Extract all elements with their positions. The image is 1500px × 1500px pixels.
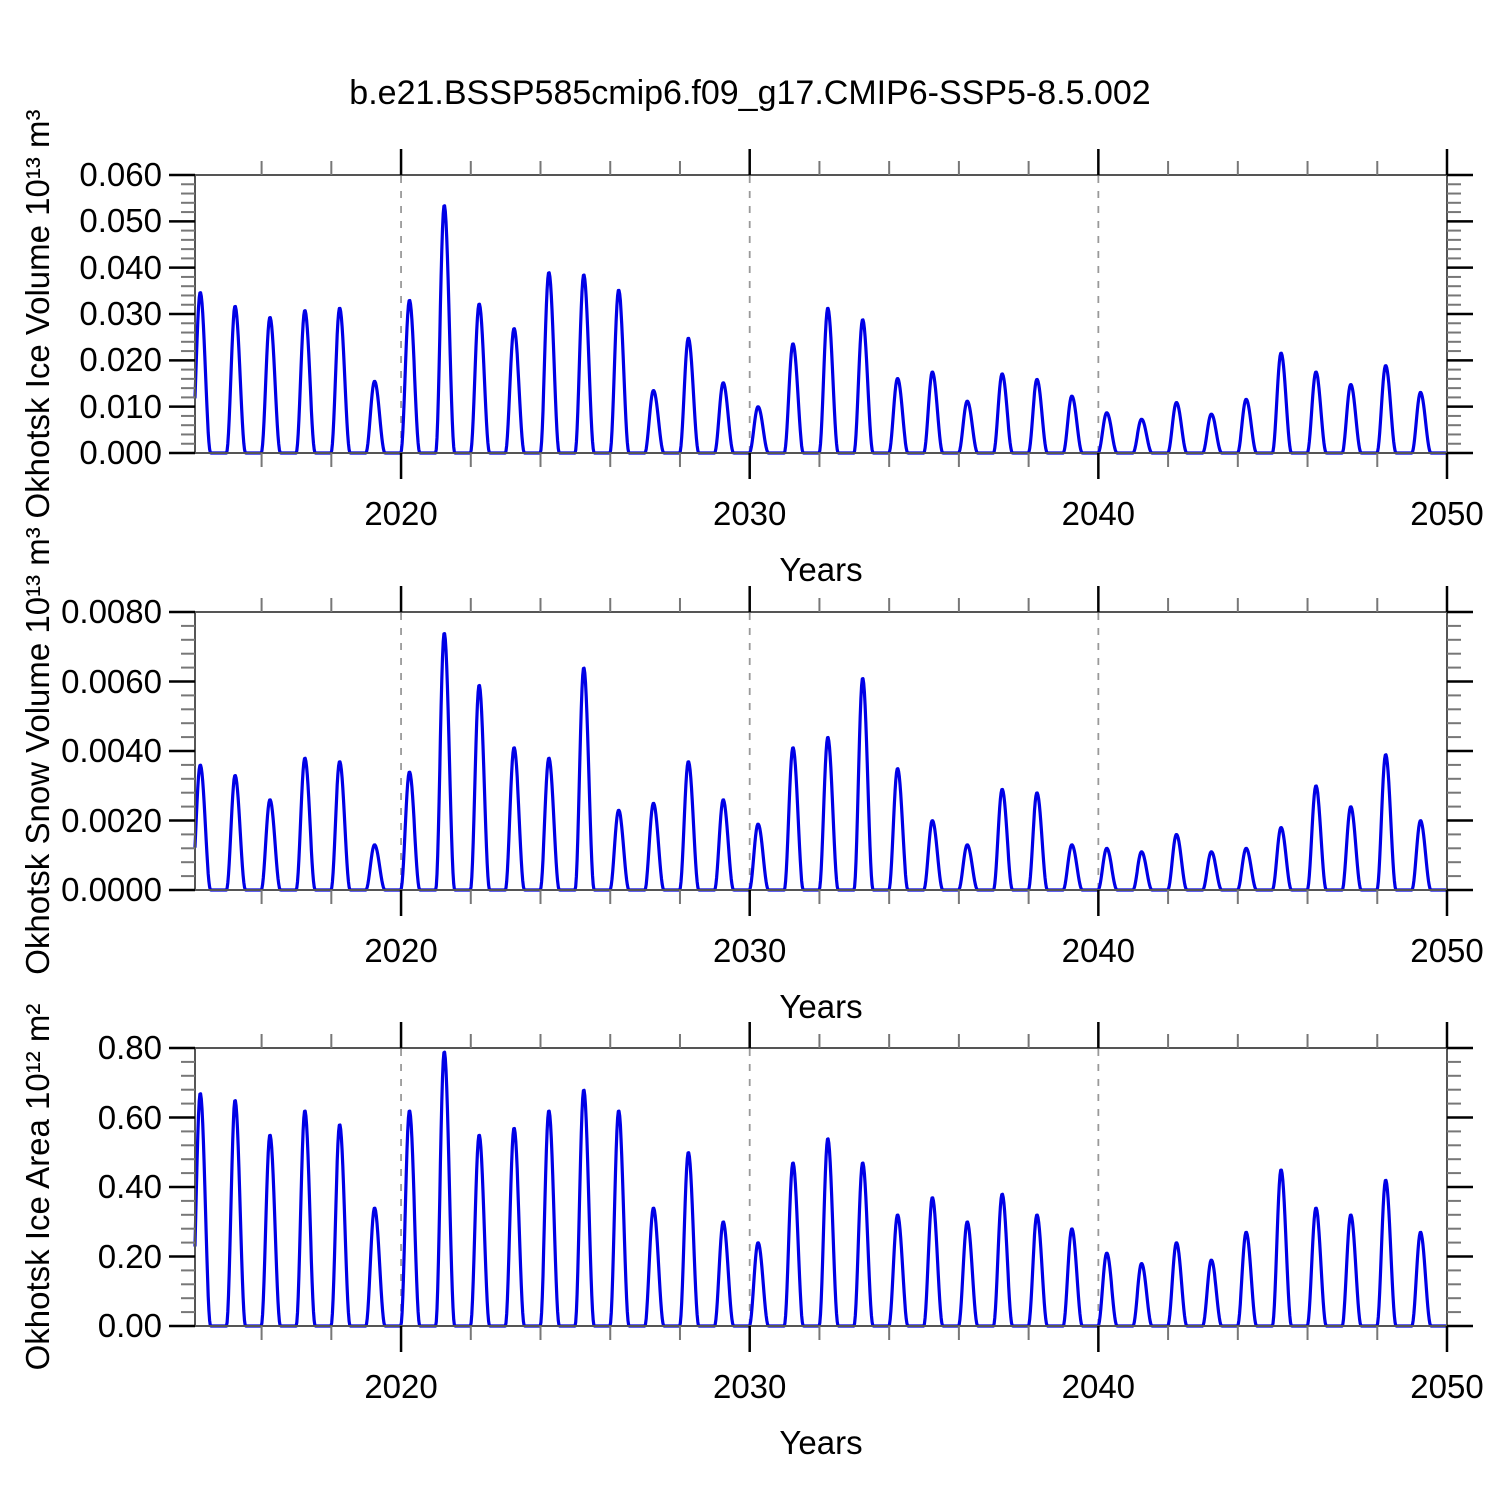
- x-tick-label: 2040: [1061, 932, 1136, 969]
- y-tick-label: 0.010: [79, 387, 162, 425]
- x-tick-label: 2050: [1410, 495, 1484, 532]
- y-tick-label: 0.0020: [61, 801, 162, 839]
- y-tick-label: 0.20: [97, 1237, 162, 1275]
- x-axis-label-years-2: Years: [779, 988, 863, 1025]
- y-tick-label: 0.0060: [61, 662, 162, 700]
- x-tick-label: 2020: [364, 1368, 438, 1405]
- y-tick-label: 0.00: [97, 1307, 162, 1344]
- okhotsk-ice-volume-series: [193, 204, 1449, 455]
- okhotsk-ice-area-series: [193, 1050, 1449, 1328]
- x-tick-label: 2050: [1410, 1368, 1484, 1405]
- y-tick-label: 0.040: [79, 248, 162, 286]
- y-tick-label: 0.020: [79, 341, 162, 379]
- chart-title: b.e21.BSSP585cmip6.f09_g17.CMIP6-SSP5-8.…: [349, 74, 1151, 112]
- x-tick-label: 2040: [1061, 495, 1136, 532]
- y-tick-label: 0.0000: [61, 871, 162, 908]
- y-tick-label: 0.60: [97, 1098, 162, 1136]
- x-tick-label: 2040: [1061, 1368, 1136, 1405]
- y-tick-label: 0.030: [79, 295, 162, 332]
- y-tick-label: 0.40: [97, 1168, 162, 1205]
- x-tick-label: 2020: [364, 932, 438, 969]
- x-tick-label: 2050: [1410, 932, 1484, 969]
- y-tick-label: 0.050: [79, 202, 162, 240]
- x-axis-label-years-3: Years: [779, 1424, 863, 1461]
- y-tick-label: 0.0040: [61, 732, 162, 769]
- y-tick-label: 0.060: [79, 156, 162, 193]
- x-tick-label: 2020: [364, 495, 438, 532]
- x-tick-label: 2030: [712, 495, 787, 532]
- y-tick-label: 0.0080: [61, 593, 162, 630]
- x-tick-label: 2030: [712, 932, 787, 969]
- y-tick-label: 0.000: [79, 434, 162, 471]
- x-axis-label-years-1: Years: [779, 551, 863, 588]
- y-tick-label: 0.80: [97, 1029, 162, 1066]
- x-tick-label: 2030: [712, 1368, 787, 1405]
- okhotsk-snow-volume-series: [193, 632, 1449, 892]
